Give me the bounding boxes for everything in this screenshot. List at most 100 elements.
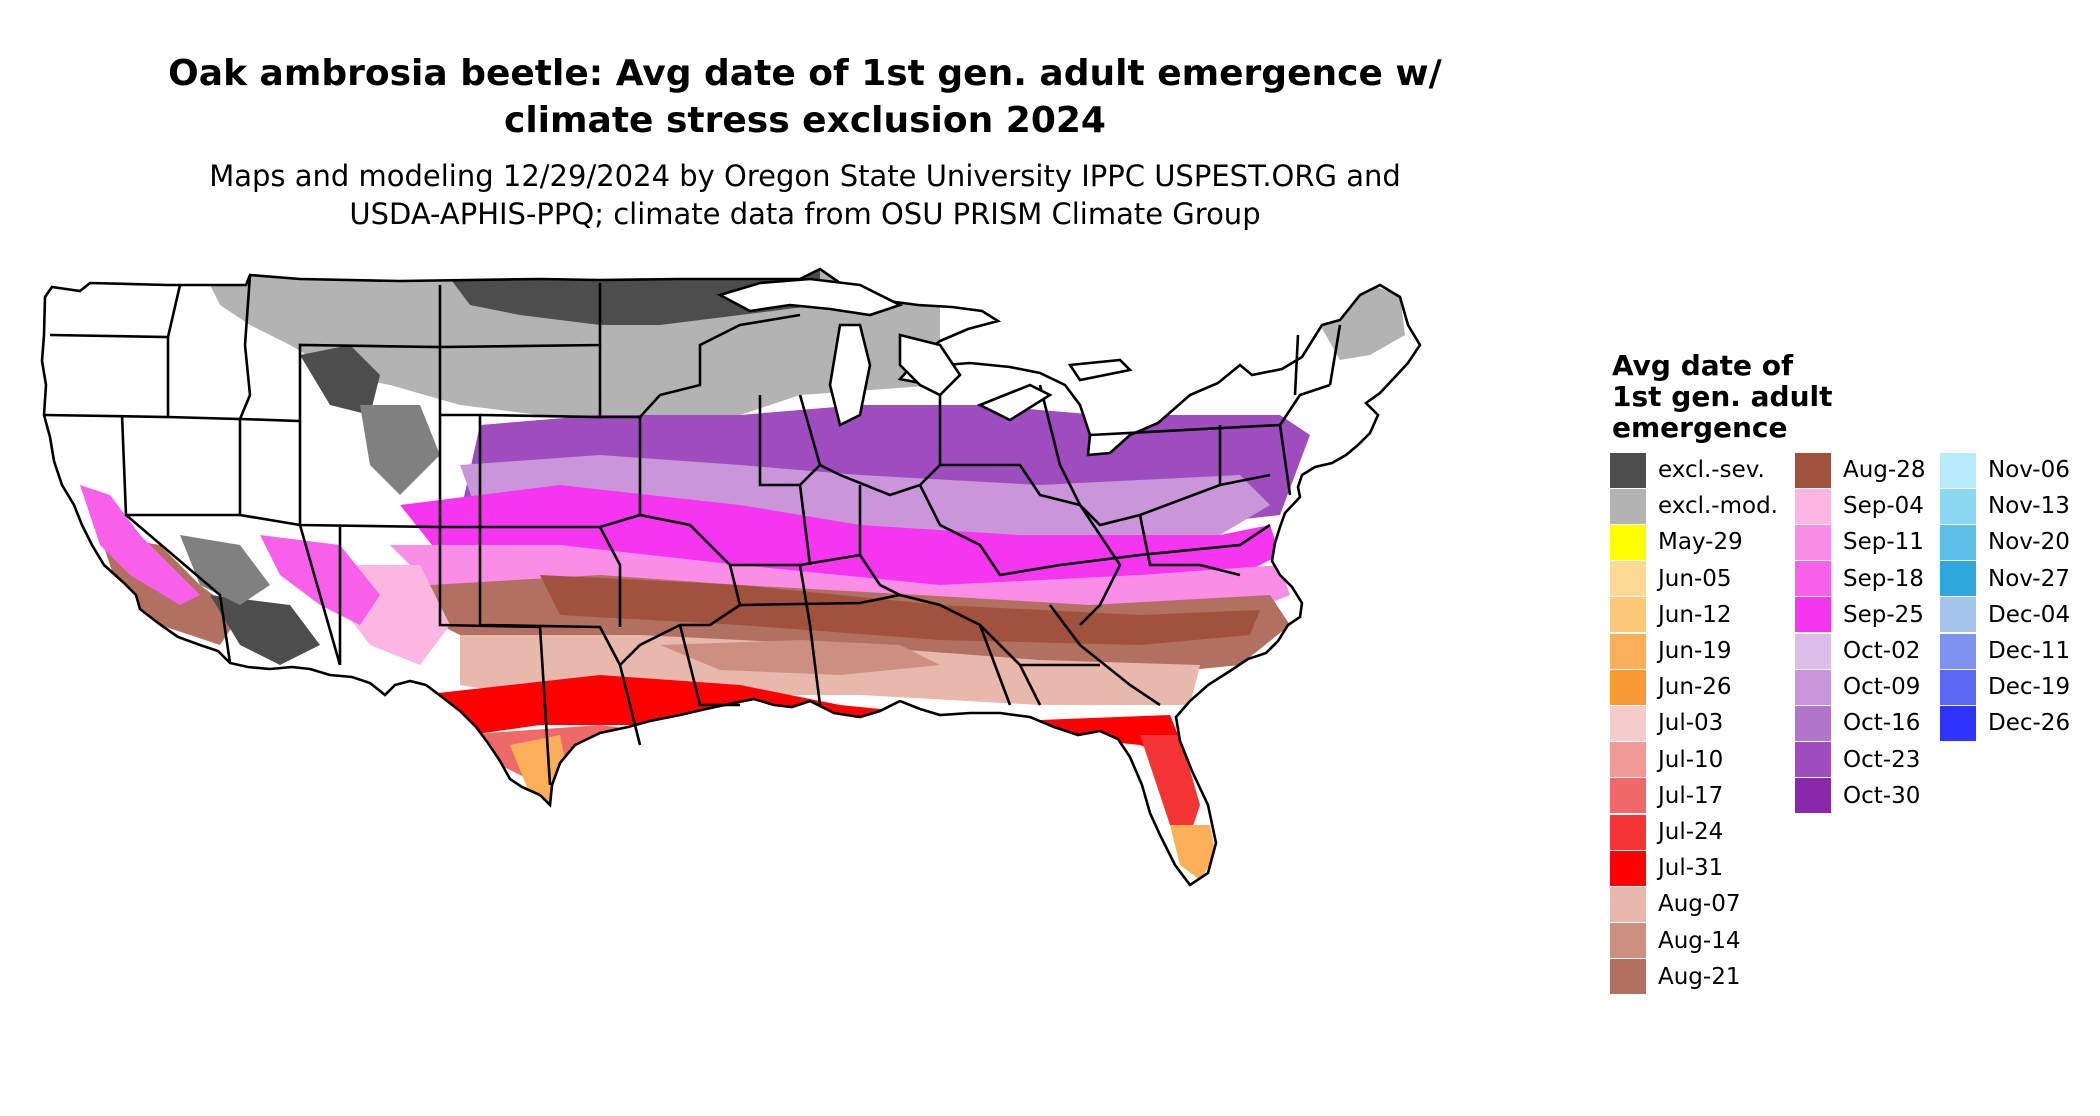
legend-label: Jun-26	[1658, 674, 1732, 701]
zone-jul-florida	[1140, 735, 1200, 835]
legend-item: excl.-mod.	[1610, 488, 1778, 524]
legend-item: Nov-13	[1940, 488, 2070, 524]
legend-label: Oct-16	[1843, 710, 1921, 737]
legend-label: Jul-03	[1658, 710, 1724, 737]
legend-item: Nov-06	[1940, 452, 2070, 488]
legend-item: Sep-11	[1795, 524, 1924, 560]
legend-swatch	[1940, 705, 1976, 741]
legend-title-line-1: Avg date of	[1612, 349, 1794, 382]
legend-swatch	[1795, 778, 1831, 814]
legend-swatch	[1610, 488, 1646, 524]
legend-label: May-29	[1658, 529, 1743, 556]
legend-label: Sep-04	[1843, 493, 1924, 520]
legend-label: Dec-19	[1988, 674, 2071, 701]
legend-label: excl.-sev.	[1658, 457, 1765, 483]
legend-swatch	[1610, 886, 1646, 922]
zone-aug-tan	[660, 640, 940, 675]
zone-aug-dark	[540, 575, 1260, 645]
legend-label: Aug-28	[1843, 457, 1926, 483]
legend-swatch	[1610, 633, 1646, 669]
legend-swatch	[1610, 524, 1646, 560]
legend-swatch	[1795, 452, 1831, 488]
legend-item: Jun-19	[1610, 633, 1732, 669]
legend-label: Sep-11	[1843, 529, 1924, 556]
zone-excl-sev-rockies	[300, 345, 380, 415]
legend-swatch	[1940, 452, 1976, 488]
legend-label: Jun-19	[1658, 638, 1732, 664]
title-line-2: climate stress exclusion 2024	[504, 100, 1106, 141]
legend-item: Oct-30	[1795, 778, 1920, 814]
legend-item: May-29	[1610, 524, 1743, 560]
legend-item: Jul-03	[1610, 705, 1723, 741]
legend-swatch	[1610, 742, 1646, 778]
zone-excl-sev-colorado	[360, 405, 440, 495]
legend-label: Dec-26	[1988, 710, 2071, 737]
legend-item: Dec-04	[1940, 597, 2070, 633]
legend-label: Jun-05	[1658, 565, 1732, 592]
legend-label: Sep-18	[1843, 565, 1924, 592]
conus-emergence-map	[40, 267, 1422, 887]
great-lakes	[716, 277, 1133, 427]
legend-label: Oct-30	[1843, 782, 1921, 809]
legend-title: Avg date of 1st gen. adult emergence	[1612, 350, 1872, 443]
legend-swatch	[1610, 778, 1646, 814]
legend-item: excl.-sev.	[1610, 452, 1765, 488]
legend-item: Jul-31	[1610, 850, 1723, 886]
zone-sw-pink-strip	[260, 535, 380, 625]
lake-ontario	[1067, 358, 1133, 382]
legend-swatch	[1940, 597, 1976, 633]
zone-jul-salmon	[460, 725, 680, 785]
state-borders	[40, 267, 1422, 887]
legend-item: Aug-07	[1610, 886, 1740, 922]
legend-item: Dec-11	[1940, 633, 2070, 669]
legend-label: Nov-27	[1988, 565, 2070, 592]
legend-swatch	[1795, 705, 1831, 741]
legend-label: Jul-31	[1658, 855, 1724, 882]
legend-swatch	[1795, 633, 1831, 669]
legend-label: Sep-25	[1843, 601, 1924, 628]
legend-swatch	[1795, 742, 1831, 778]
legend-label: Oct-02	[1843, 638, 1921, 664]
zone-jun-florida	[1170, 825, 1216, 880]
legend-swatch	[1940, 633, 1976, 669]
legend-label: Dec-11	[1988, 638, 2071, 664]
legend-swatch	[1610, 850, 1646, 886]
legend-item: Aug-21	[1610, 959, 1740, 995]
zone-excl-mod-maine	[1320, 285, 1405, 360]
legend-label: Oct-09	[1843, 674, 1921, 701]
legend-label: Nov-13	[1988, 493, 2070, 520]
lake-erie	[976, 383, 1053, 422]
legend-swatch	[1610, 959, 1646, 995]
legend-label: Dec-04	[1988, 601, 2071, 628]
legend-item: Dec-26	[1940, 705, 2070, 741]
legend-item: Sep-25	[1795, 597, 1924, 633]
legend-item: Dec-19	[1940, 669, 2070, 705]
legend-swatch	[1610, 923, 1646, 959]
legend-item: Sep-18	[1795, 561, 1924, 597]
legend-swatch	[1795, 561, 1831, 597]
legend-swatch	[1940, 669, 1976, 705]
legend-label: Aug-07	[1658, 891, 1741, 918]
map-title: Oak ambrosia beetle: Avg date of 1st gen…	[0, 50, 1610, 144]
legend-swatch	[1610, 705, 1646, 741]
legend-label: excl.-mod.	[1658, 493, 1778, 520]
legend-item: Jul-24	[1610, 814, 1723, 850]
legend-swatch	[1795, 524, 1831, 560]
legend-swatch	[1610, 597, 1646, 633]
lake-michigan	[828, 323, 872, 427]
legend-label: Aug-14	[1658, 927, 1741, 954]
legend-swatch	[1610, 561, 1646, 597]
legend-label: Nov-06	[1988, 457, 2070, 483]
zone-sw-excl-sev	[210, 595, 320, 665]
legend-label: Aug-21	[1658, 963, 1741, 990]
legend-item: Jun-12	[1610, 597, 1732, 633]
legend-item: Nov-20	[1940, 524, 2070, 560]
legend-title-line-2: 1st gen. adult	[1612, 380, 1833, 413]
legend-label: Jul-10	[1658, 746, 1724, 773]
subtitle-line-2: USDA-APHIS-PPQ; climate data from OSU PR…	[349, 197, 1261, 231]
legend-label: Oct-23	[1843, 746, 1921, 773]
legend-item: Oct-16	[1795, 705, 1920, 741]
legend-swatch	[1795, 597, 1831, 633]
lake-huron	[898, 333, 962, 397]
title-line-1: Oak ambrosia beetle: Avg date of 1st gen…	[168, 53, 1442, 94]
